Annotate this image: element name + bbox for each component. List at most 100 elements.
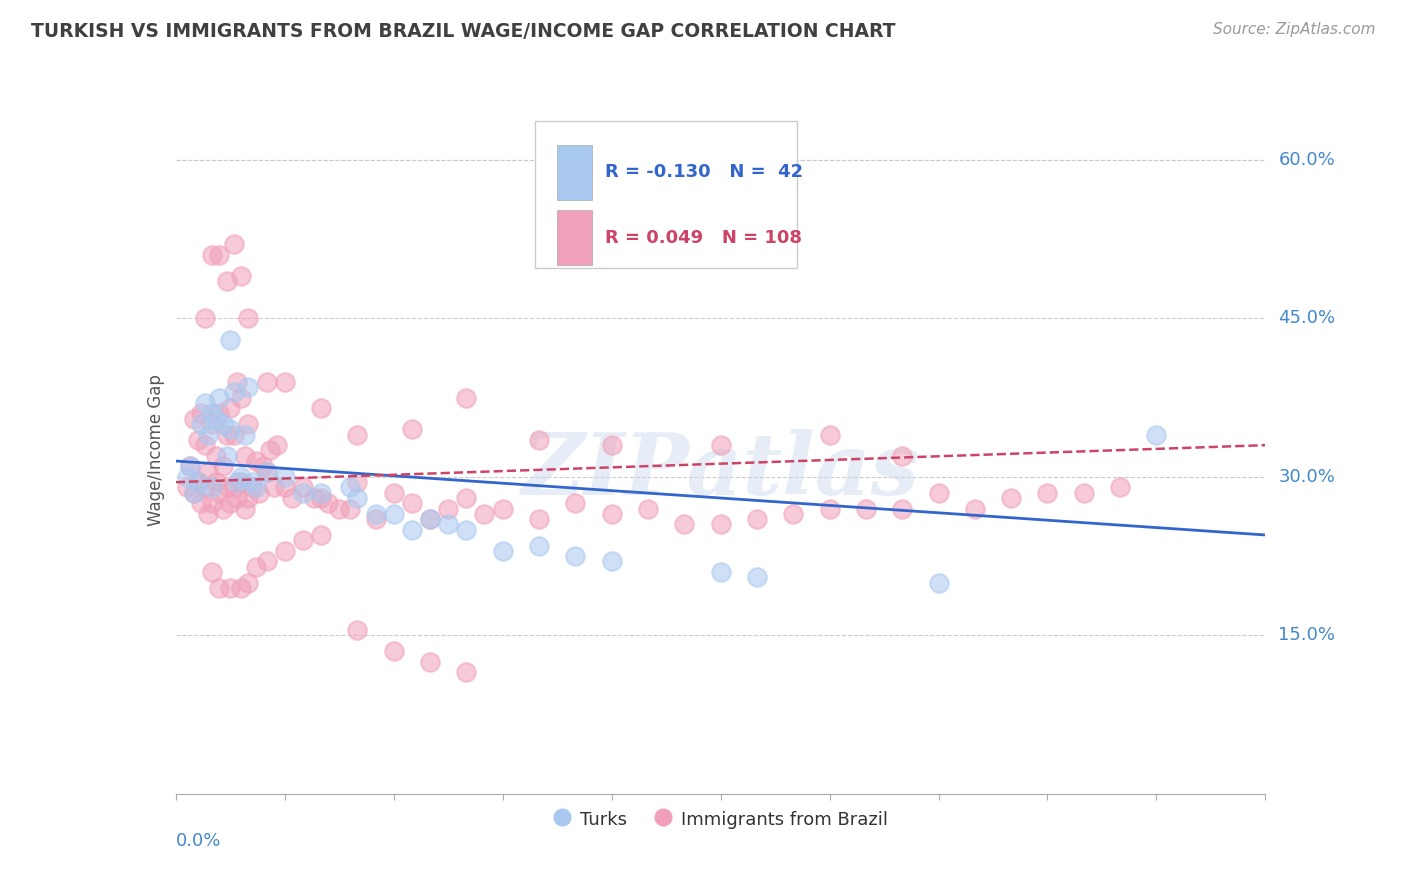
Point	[309, 528, 332, 542]
Point	[256, 465, 278, 479]
Point	[291, 533, 314, 548]
Y-axis label: Wage/Income Gap: Wage/Income Gap	[146, 375, 165, 526]
Point	[231, 391, 253, 405]
Point	[346, 475, 368, 490]
Point	[437, 501, 460, 516]
Point	[215, 274, 238, 288]
Point	[245, 480, 267, 494]
Point	[256, 554, 278, 568]
Point	[745, 570, 768, 584]
Point	[233, 501, 256, 516]
Point	[1036, 485, 1059, 500]
Point	[274, 480, 297, 494]
Point	[240, 475, 263, 490]
Point	[197, 427, 219, 442]
Point	[186, 433, 209, 447]
Point	[745, 512, 768, 526]
Point	[1146, 427, 1168, 442]
Point	[401, 523, 423, 537]
Point	[401, 422, 423, 436]
Point	[204, 475, 226, 490]
Point	[564, 549, 586, 563]
Point	[231, 269, 253, 284]
Point	[891, 501, 914, 516]
Point	[208, 407, 231, 421]
Point	[419, 512, 441, 526]
Point	[226, 375, 249, 389]
Point	[339, 480, 361, 494]
Point	[339, 501, 361, 516]
Point	[186, 475, 209, 490]
Point	[710, 517, 733, 532]
Point	[1109, 480, 1132, 494]
Point	[179, 459, 201, 474]
Point	[1073, 485, 1095, 500]
Point	[233, 449, 256, 463]
Point	[673, 517, 696, 532]
Point	[222, 480, 245, 494]
Point	[818, 501, 841, 516]
Point	[891, 449, 914, 463]
Point	[963, 501, 986, 516]
Point	[238, 575, 260, 590]
Point	[382, 507, 405, 521]
Point	[179, 459, 201, 474]
Point	[274, 375, 297, 389]
Point	[222, 385, 245, 400]
Point	[637, 501, 659, 516]
Point	[274, 544, 297, 558]
FancyBboxPatch shape	[536, 120, 797, 268]
Point	[226, 475, 249, 490]
Point	[492, 501, 515, 516]
Point	[197, 507, 219, 521]
Point	[318, 496, 340, 510]
Point	[309, 401, 332, 416]
Point	[274, 470, 297, 484]
Point	[238, 311, 260, 326]
Point	[382, 485, 405, 500]
Point	[201, 248, 224, 262]
Point	[456, 665, 478, 680]
Point	[201, 480, 224, 494]
Point	[245, 454, 267, 468]
Point	[710, 565, 733, 579]
Point	[238, 380, 260, 394]
Point	[456, 491, 478, 505]
Point	[346, 427, 368, 442]
Point	[527, 539, 550, 553]
Point	[309, 485, 332, 500]
Point	[266, 438, 288, 452]
Point	[194, 311, 217, 326]
Point	[226, 491, 249, 505]
Point	[215, 480, 238, 494]
Point	[437, 517, 460, 532]
Point	[190, 407, 212, 421]
Point	[190, 417, 212, 431]
Point	[291, 480, 314, 494]
Point	[364, 507, 387, 521]
Point	[212, 501, 235, 516]
Text: 15.0%: 15.0%	[1278, 626, 1336, 644]
Point	[183, 485, 205, 500]
Text: 30.0%: 30.0%	[1278, 468, 1336, 486]
Point	[215, 449, 238, 463]
Point	[256, 375, 278, 389]
Point	[233, 427, 256, 442]
Point	[245, 559, 267, 574]
Point	[222, 237, 245, 252]
Point	[183, 411, 205, 425]
Point	[201, 565, 224, 579]
Point	[201, 417, 224, 431]
Point	[600, 507, 623, 521]
Point	[456, 523, 478, 537]
Point	[263, 480, 285, 494]
Point	[419, 655, 441, 669]
Point	[208, 485, 231, 500]
Bar	[557, 145, 592, 200]
Point	[492, 544, 515, 558]
Point	[219, 422, 242, 436]
Text: 60.0%: 60.0%	[1278, 151, 1336, 169]
Point	[186, 475, 209, 490]
Point	[346, 623, 368, 637]
Text: Source: ZipAtlas.com: Source: ZipAtlas.com	[1212, 22, 1375, 37]
